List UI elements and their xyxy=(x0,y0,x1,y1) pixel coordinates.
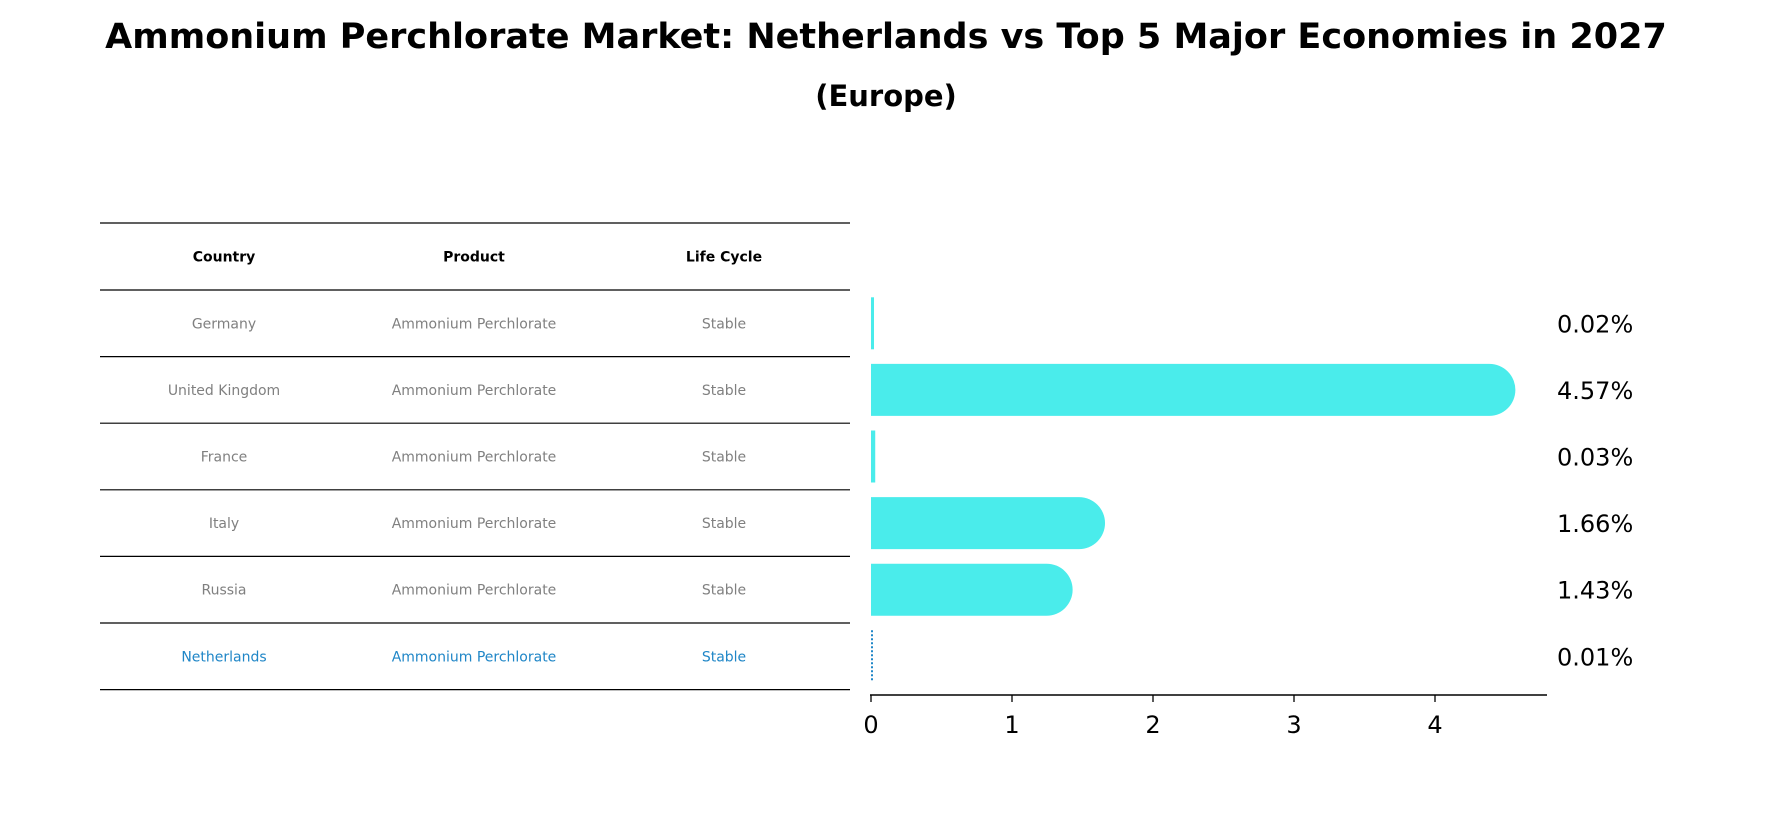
x-tick-label: 2 xyxy=(1145,711,1160,739)
x-tick-label: 3 xyxy=(1286,711,1301,739)
value-label: 0.02% xyxy=(1557,310,1633,338)
table-cell-country: Germany xyxy=(192,316,256,332)
chart-title: Ammonium Perchlorate Market: Netherlands… xyxy=(105,17,1667,57)
table-cell-life-cycle: Stable xyxy=(702,583,746,599)
table-header-product: Product xyxy=(443,250,505,266)
table-cell-product: Ammonium Perchlorate xyxy=(392,516,557,532)
value-label: 1.43% xyxy=(1557,577,1633,605)
table-cell-country: France xyxy=(201,450,248,466)
x-axis: 0 1 2 3 4 xyxy=(863,694,1547,739)
bar-germany xyxy=(871,297,874,350)
value-label: 0.03% xyxy=(1557,444,1633,472)
table-cell-country: Russia xyxy=(201,583,246,599)
bar-series xyxy=(871,297,1516,683)
table-cell-life-cycle: Stable xyxy=(702,516,746,532)
table-cell-product: Ammonium Perchlorate xyxy=(392,383,557,399)
bar-united-kingdom xyxy=(871,363,1516,416)
table-cell-life-cycle: Stable xyxy=(702,649,746,665)
x-tick-label: 1 xyxy=(1004,711,1019,739)
chart-subtitle: (Europe) xyxy=(815,79,957,113)
value-label: 4.57% xyxy=(1557,377,1633,405)
table-header-life-cycle: Life Cycle xyxy=(686,250,762,266)
table-cell-country: United Kingdom xyxy=(168,383,280,399)
value-label: 1.66% xyxy=(1557,510,1633,538)
bar-russia xyxy=(871,563,1073,616)
table-cell-product: Ammonium Perchlorate xyxy=(392,649,557,665)
bar-italy xyxy=(871,497,1106,550)
table-cell-life-cycle: Stable xyxy=(702,450,746,466)
x-tick-label: 0 xyxy=(863,711,878,739)
table-cell-product: Ammonium Perchlorate xyxy=(392,450,557,466)
table-cell-country: Italy xyxy=(209,516,239,532)
table-cell-life-cycle: Stable xyxy=(702,316,746,332)
table-cell-country: Netherlands xyxy=(181,649,266,665)
x-tick-label: 4 xyxy=(1427,711,1442,739)
bar-france xyxy=(871,430,876,483)
table-cell-life-cycle: Stable xyxy=(702,383,746,399)
table-cell-product: Ammonium Perchlorate xyxy=(392,316,557,332)
table-header-country: Country xyxy=(193,250,256,266)
data-table: Country Product Life Cycle Germany Ammonium … xyxy=(100,222,850,691)
table-cell-product: Ammonium Perchlorate xyxy=(392,583,557,599)
value-label: 0.01% xyxy=(1557,643,1633,671)
value-labels: 0.02% 4.57% 0.03% 1.66% 1.43% 0.01% xyxy=(1557,310,1633,671)
